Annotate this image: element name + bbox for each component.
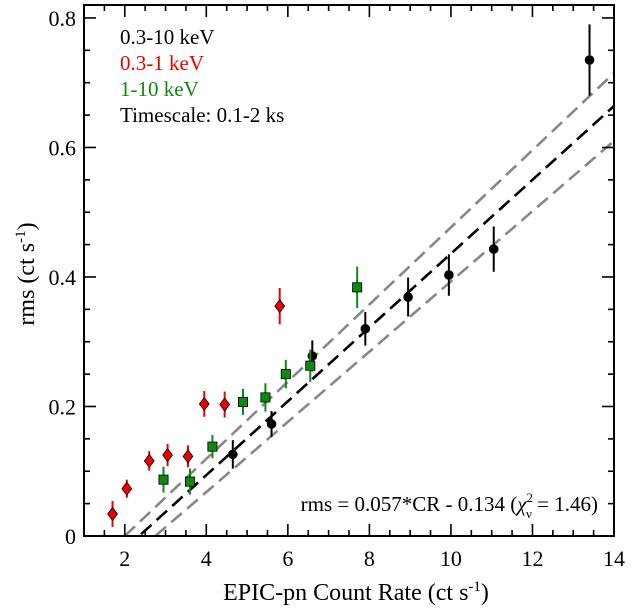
y-tick-label-1: 0: [65, 524, 76, 549]
x-tick-label-3: 6: [282, 546, 293, 571]
y-tick-label-5: 0.8: [49, 6, 77, 31]
best-fit-line: [140, 105, 614, 536]
x-tick-label-4: 8: [364, 546, 375, 571]
x-tick-label-7: 14: [603, 546, 625, 571]
data-point-circle-2: [266, 419, 277, 429]
legend-entry-1: 0.3-10 keV: [120, 25, 214, 49]
data-point-diamond-6: [198, 396, 210, 412]
x-tick-label-2: 4: [201, 546, 212, 571]
data-point-circle-3: [307, 351, 318, 361]
fit-annotation: rms = 0.057*CR - 0.134 (χ2 ν = 1.46): [301, 490, 598, 521]
data-point-circle-6: [444, 270, 454, 280]
data-point-square-4: [237, 396, 248, 407]
confidence-band-line-2: [154, 140, 614, 536]
data-point-square-6: [280, 369, 291, 380]
data-point-square-3: [207, 441, 218, 452]
y-axis-title: rms (ct s-1): [13, 222, 40, 325]
data-point-diamond-3: [143, 453, 155, 469]
legend-entry-3: 1-10 keV: [120, 77, 199, 101]
data-point-circle-4: [360, 323, 371, 334]
data-point-circle-1: [228, 449, 238, 460]
axes: 2 4 6 8 10 12 14 0 0.2 0.4 0.6 0.8: [49, 4, 625, 571]
data-point-square-7: [305, 360, 316, 371]
data-point-square-1: [158, 474, 169, 485]
data-point-diamond-2: [121, 481, 133, 496]
x-tick-label-1: 2: [119, 546, 130, 571]
data-point-circle-8: [584, 55, 595, 65]
y-tick-label-4: 0.6: [49, 135, 77, 160]
data-point-diamond-5: [182, 449, 194, 464]
data-point-diamond-7: [219, 397, 231, 412]
data-point-square-2: [184, 476, 195, 487]
confidence-band-line-1: [123, 72, 614, 536]
x-axis-title: EPIC-pn Count Rate (ct s-1): [223, 579, 489, 606]
data-point-square-8: [352, 282, 363, 293]
x-tick-label-6: 12: [521, 546, 543, 571]
legend-entry-4: Timescale: 0.1-2 ks: [120, 103, 284, 127]
data-point-circle-7: [488, 244, 499, 254]
legend-entry-2: 0.3-1 keV: [120, 51, 204, 75]
data-point-circle-5: [403, 292, 413, 302]
data-point-square-5: [260, 392, 271, 403]
x-tick-label-5: 10: [440, 546, 462, 571]
data-point-diamond-8: [274, 298, 286, 314]
y-tick-label-2: 0.2: [49, 394, 77, 419]
data-point-diamond-1: [107, 506, 118, 522]
plot-area: [107, 24, 614, 536]
data-point-diamond-4: [162, 447, 173, 463]
y-tick-label-3: 0.4: [49, 265, 77, 290]
